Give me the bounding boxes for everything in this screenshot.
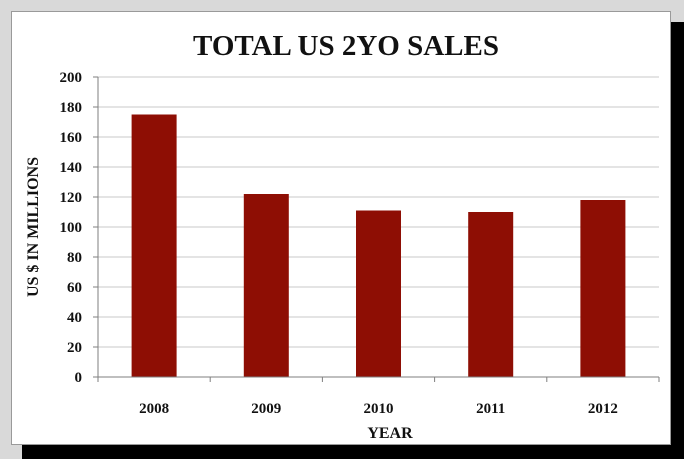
y-tick-label: 160 xyxy=(60,130,83,146)
x-tick-label-2008: 2008 xyxy=(139,401,169,417)
frame-bottom-strip xyxy=(0,445,22,459)
bar-2012 xyxy=(580,200,626,377)
panel-shadow-right xyxy=(671,22,684,459)
x-tick-label-2012: 2012 xyxy=(588,401,618,417)
bar-2008 xyxy=(131,114,177,377)
y-tick-label: 140 xyxy=(60,160,83,176)
x-tick-label-2009: 2009 xyxy=(251,401,281,417)
y-tick-label: 200 xyxy=(60,70,83,86)
x-tick-label-2010: 2010 xyxy=(364,401,394,417)
y-tick-label: 180 xyxy=(60,100,83,116)
y-tick-label: 20 xyxy=(67,340,82,356)
x-tick-label-2011: 2011 xyxy=(476,401,505,417)
x-axis-label: YEAR xyxy=(367,425,413,442)
panel-shadow-bottom xyxy=(22,445,684,459)
y-tick-labels: 0 20 40 60 80 100 120 140 160 180 200 xyxy=(60,70,98,386)
y-axis-label: US $ IN MILLIONS xyxy=(25,157,42,297)
y-tick-label: 60 xyxy=(67,280,82,296)
y-tick-label: 40 xyxy=(67,310,82,326)
bars xyxy=(131,114,626,377)
y-tick-label: 80 xyxy=(67,250,82,266)
chart-panel xyxy=(11,11,671,445)
chart-title: TOTAL US 2YO SALES xyxy=(193,30,499,62)
bar-2011 xyxy=(468,212,514,377)
bar-2009 xyxy=(243,194,289,377)
x-tick-labels: 2008 2009 2010 2011 2012 xyxy=(97,377,660,417)
bar-2010 xyxy=(356,210,401,377)
y-tick-label: 0 xyxy=(75,370,83,386)
y-tick-label: 100 xyxy=(60,220,83,236)
y-tick-label: 120 xyxy=(60,190,83,206)
